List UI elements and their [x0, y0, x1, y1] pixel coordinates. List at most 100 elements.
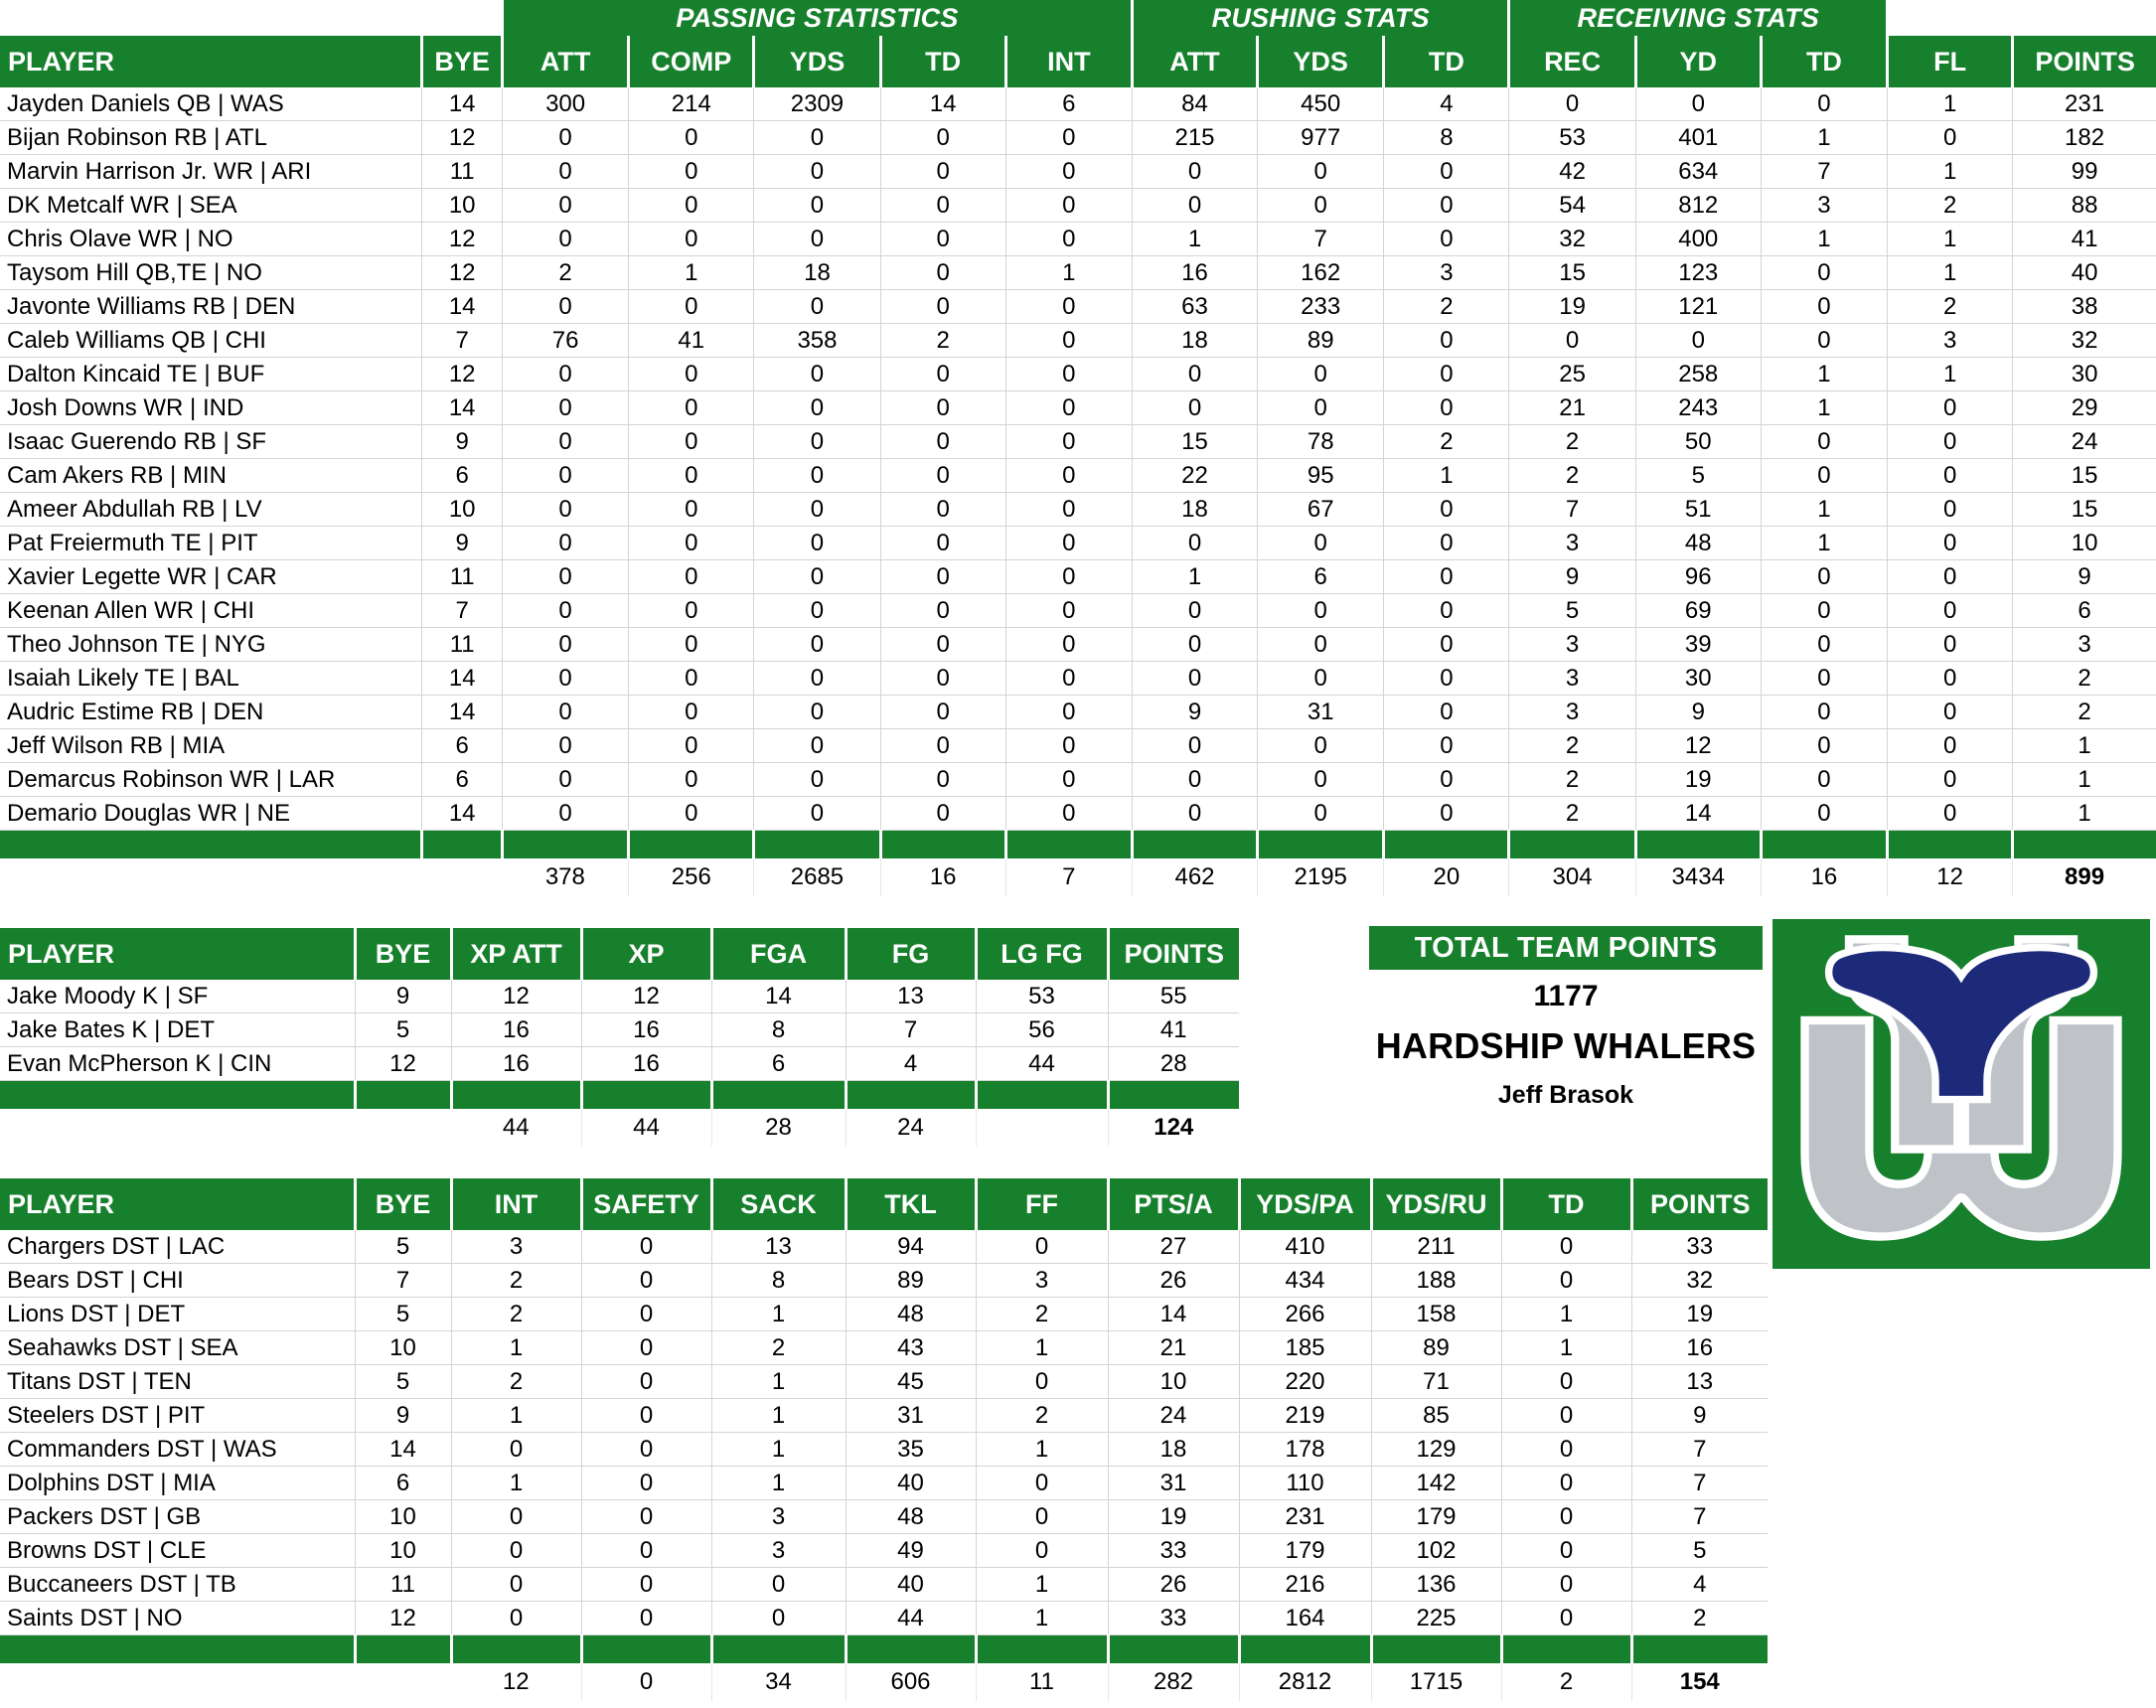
- d-col-header-yds-ru[interactable]: YDS/RU: [1371, 1178, 1503, 1230]
- offense-pass-att: 0: [502, 728, 630, 763]
- table-row[interactable]: Commanders DST | WAS 14 0 0 1 35 1 18 178 129 0 7: [0, 1432, 1768, 1467]
- defense-int: 3: [451, 1230, 582, 1264]
- col-header-bye[interactable]: BYE: [421, 36, 504, 87]
- table-row[interactable]: Isaiah Likely TE | BAL 14 0 0 0 0 0 0 0 0 3 30 0 0 2: [0, 661, 2156, 696]
- k-col-header-points[interactable]: POINTS: [1108, 928, 1239, 980]
- table-row[interactable]: Demario Douglas WR | NE 14 0 0 0 0 0 0 0 0 2 14 0 0 1: [0, 796, 2156, 831]
- table-row[interactable]: Jeff Wilson RB | MIA 6 0 0 0 0 0 0 0 0 2 12 0 0 1: [0, 728, 2156, 763]
- k-col-header-player[interactable]: PLAYER: [0, 928, 357, 980]
- col-header-pass-int[interactable]: INT: [1005, 36, 1135, 87]
- k-col-header-bye[interactable]: BYE: [355, 928, 453, 980]
- d-col-header-pts-a[interactable]: PTS/A: [1108, 1178, 1241, 1230]
- table-row[interactable]: Xavier Legette WR | CAR 11 0 0 0 0 0 1 6 0 9 96 0 0 9: [0, 559, 2156, 594]
- table-row[interactable]: Bijan Robinson RB | ATL 12 0 0 0 0 0 215 977 8 53 4…: [0, 120, 2156, 155]
- d-col-header-bye[interactable]: BYE: [355, 1178, 453, 1230]
- d-col-header-ff[interactable]: FF: [976, 1178, 1110, 1230]
- offense-pass-yds: 0: [753, 424, 881, 459]
- d-col-header-yds-pa[interactable]: YDS/PA: [1239, 1178, 1373, 1230]
- table-row[interactable]: Pat Freiermuth TE | PIT 9 0 0 0 0 0 0 0 0 3 48 1 0 10: [0, 526, 2156, 560]
- table-row[interactable]: Jayden Daniels QB | WAS 14 300 214 2309 14 6 84…: [0, 87, 2156, 121]
- table-row[interactable]: Keenan Allen WR | CHI 7 0 0 0 0 0 0 0 0 5 69 0 0 6: [0, 593, 2156, 628]
- kickers-points: 28: [1108, 1046, 1239, 1081]
- col-header-player[interactable]: PLAYER: [0, 36, 424, 87]
- table-row[interactable]: Saints DST | NO 12 0 0 0 44 1 33 164 225 0 2: [0, 1601, 1768, 1635]
- table-row[interactable]: Buccaneers DST | TB 11 0 0 0 40 1 26 216 136 0 4: [0, 1567, 1768, 1602]
- offense-rush-td: 0: [1383, 188, 1510, 223]
- table-row[interactable]: Packers DST | GB 10 0 0 3 48 0 19 231 179 0 7: [0, 1499, 1768, 1534]
- table-row[interactable]: Caleb Williams QB | CHI 7 76 41 358 2 0 18 89 0 0 0…: [0, 323, 2156, 358]
- offense-rush-td: 0: [1383, 492, 1510, 527]
- col-header-pass-comp[interactable]: COMP: [628, 36, 756, 87]
- table-row[interactable]: Jake Bates K | DET 5 16 16 8 7 56 41: [0, 1012, 1239, 1047]
- col-header-rec[interactable]: REC: [1508, 36, 1637, 87]
- col-header-rush-yds[interactable]: YDS: [1257, 36, 1386, 87]
- offense-pass-att: 0: [502, 559, 630, 594]
- offense-player-name: Isaac Guerendo RB | SF: [0, 424, 423, 459]
- k-col-header-fg[interactable]: FG: [846, 928, 978, 980]
- offense-player-name: Jeff Wilson RB | MIA: [0, 728, 423, 763]
- table-row[interactable]: Demarcus Robinson WR | LAR 6 0 0 0 0 0 0 0 0 2 19 0 0…: [0, 762, 2156, 797]
- defense-yds-ru: 102: [1371, 1533, 1502, 1568]
- table-row[interactable]: Browns DST | CLE 10 0 0 3 49 0 33 179 102 0 5: [0, 1533, 1768, 1568]
- d-col-header-player[interactable]: PLAYER: [0, 1178, 357, 1230]
- d-col-header-int[interactable]: INT: [451, 1178, 583, 1230]
- defense-sack: 0: [711, 1601, 847, 1635]
- col-header-rush-att[interactable]: ATT: [1132, 36, 1260, 87]
- table-row[interactable]: Ameer Abdullah RB | LV 10 0 0 0 0 0 18 67 0 7 51 1 0 1…: [0, 492, 2156, 527]
- green-sep-cell: [0, 1634, 357, 1663]
- offense-pass-yds: 0: [753, 154, 881, 189]
- d-col-header-safety[interactable]: SAFETY: [581, 1178, 713, 1230]
- d-total-bye: [355, 1663, 451, 1701]
- table-row[interactable]: DK Metcalf WR | SEA 10 0 0 0 0 0 0 0 0 54 812 3 2 88: [0, 188, 2156, 223]
- offense-rush-yds: 0: [1257, 526, 1385, 560]
- table-row[interactable]: Evan McPherson K | CIN 12 16 16 6 4 44 28: [0, 1046, 1239, 1081]
- offense-rush-att: 63: [1132, 289, 1259, 324]
- table-row[interactable]: Titans DST | TEN 5 2 0 1 45 0 10 220 71 0 13: [0, 1364, 1768, 1399]
- defense-sack: 8: [711, 1263, 847, 1298]
- table-row[interactable]: Theo Johnson TE | NYG 11 0 0 0 0 0 0 0 0 3 39 0 0 3: [0, 627, 2156, 662]
- table-row[interactable]: Steelers DST | PIT 9 1 0 1 31 2 24 219 85 0 9: [0, 1398, 1768, 1433]
- table-row[interactable]: Cam Akers RB | MIN 6 0 0 0 0 0 22 95 1 2 5 0 0 15: [0, 458, 2156, 493]
- table-row[interactable]: Bears DST | CHI 7 2 0 8 89 3 26 434 188 0 32: [0, 1263, 1768, 1298]
- k-col-header-lg-fg[interactable]: LG FG: [976, 928, 1110, 980]
- k-col-header-xp[interactable]: XP: [581, 928, 713, 980]
- col-header-rush-td[interactable]: TD: [1383, 36, 1511, 87]
- col-header-points[interactable]: POINTS: [2012, 36, 2156, 87]
- offense-fl: 3: [1887, 323, 2014, 358]
- kickers-player-name: Jake Bates K | DET: [0, 1012, 356, 1047]
- col-header-fl[interactable]: FL: [1887, 36, 2015, 87]
- col-header-rec-yd[interactable]: YD: [1635, 36, 1763, 87]
- col-header-pass-td[interactable]: TD: [880, 36, 1007, 87]
- d-col-header-points[interactable]: POINTS: [1631, 1178, 1768, 1230]
- table-row[interactable]: Isaac Guerendo RB | SF 9 0 0 0 0 0 15 78 2 2 50 0 0 24: [0, 424, 2156, 459]
- green-sep-cell: [1383, 830, 1511, 858]
- kickers-table-body: Jake Moody K | SF 9 12 12 14 13 53 55 Jake Bates…: [0, 980, 1239, 1081]
- defense-safety: 0: [581, 1567, 712, 1602]
- offense-pass-yds: 0: [753, 188, 881, 223]
- table-row[interactable]: Audric Estime RB | DEN 14 0 0 0 0 0 9 31 0 3 9 0 0 2: [0, 695, 2156, 729]
- col-header-pass-att[interactable]: ATT: [502, 36, 631, 87]
- col-header-rec-td[interactable]: TD: [1761, 36, 1890, 87]
- table-row[interactable]: Jake Moody K | SF 9 12 12 14 13 53 55: [0, 980, 1239, 1013]
- table-row[interactable]: Marvin Harrison Jr. WR | ARI 11 0 0 0 0 0 0 0 0 42…: [0, 154, 2156, 189]
- table-row[interactable]: Josh Downs WR | IND 14 0 0 0 0 0 0 0 0 21 243 1 0 29: [0, 390, 2156, 425]
- table-row[interactable]: Chris Olave WR | NO 12 0 0 0 0 0 1 7 0 32 400 1 1 41: [0, 222, 2156, 256]
- defense-int: 1: [451, 1330, 582, 1365]
- defense-pts-a: 33: [1108, 1601, 1240, 1635]
- table-row[interactable]: Dalton Kincaid TE | BUF 12 0 0 0 0 0 0 0 0 25 258 1 1…: [0, 357, 2156, 391]
- table-row[interactable]: Chargers DST | LAC 5 3 0 13 94 0 27 410 211 0 33: [0, 1230, 1768, 1264]
- table-row[interactable]: Lions DST | DET 5 2 0 1 48 2 14 266 158 1 19: [0, 1297, 1768, 1331]
- k-col-header-fga[interactable]: FGA: [711, 928, 847, 980]
- table-row[interactable]: Dolphins DST | MIA 6 1 0 1 40 0 31 110 142 0 7: [0, 1466, 1768, 1500]
- table-row[interactable]: Seahawks DST | SEA 10 1 0 2 43 1 21 185 89 1 16: [0, 1330, 1768, 1365]
- green-sep-cell: [711, 1080, 847, 1109]
- defense-sack: 1: [711, 1398, 847, 1433]
- d-col-header-tkl[interactable]: TKL: [846, 1178, 978, 1230]
- col-header-pass-yds[interactable]: YDS: [753, 36, 882, 87]
- defense-yds-ru: 89: [1371, 1330, 1502, 1365]
- d-col-header-td[interactable]: TD: [1501, 1178, 1633, 1230]
- d-col-header-sack[interactable]: SACK: [711, 1178, 847, 1230]
- table-row[interactable]: Javonte Williams RB | DEN 14 0 0 0 0 0 63 233 2 19…: [0, 289, 2156, 324]
- k-col-header-xp-att[interactable]: XP ATT: [451, 928, 583, 980]
- table-row[interactable]: Taysom Hill QB,TE | NO 12 2 1 18 0 1 16 162 3 15 12…: [0, 255, 2156, 290]
